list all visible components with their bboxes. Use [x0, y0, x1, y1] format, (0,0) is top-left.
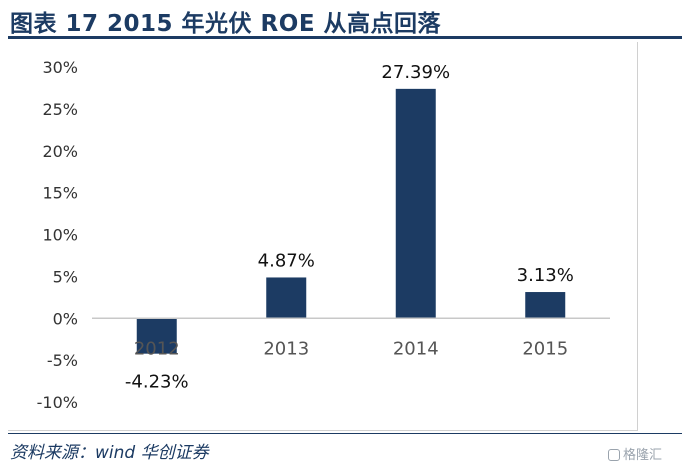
y-tick-label: 15%: [42, 184, 78, 203]
title-rule: [8, 36, 682, 39]
data-label-2015: 3.13%: [517, 265, 574, 286]
source-note: 资料来源：wind 华创证券: [10, 443, 209, 463]
bar-2015: [525, 292, 566, 319]
y-tick-label: 20%: [42, 142, 78, 161]
y-tick-label: 5%: [53, 267, 78, 286]
y-tick-label: 30%: [42, 58, 78, 77]
y-tick-label: 25%: [42, 100, 78, 119]
bar-2012: [136, 318, 177, 354]
y-tick-label: 0%: [53, 309, 78, 328]
y-tick-label: 10%: [42, 226, 78, 245]
y-tick-label: -10%: [37, 393, 78, 412]
x-category-label: 2015: [522, 338, 568, 359]
x-category-label: 2013: [263, 338, 309, 359]
footer-rule: [8, 433, 682, 434]
y-tick-label: -5%: [47, 351, 78, 370]
watermark-logo-icon: [608, 449, 620, 461]
x-category-label: 2014: [393, 338, 439, 359]
figure-title: 图表 17 2015 年光伏 ROE 从高点回落: [10, 11, 442, 37]
plot-frame: [8, 42, 638, 431]
data-label-2014: 27.39%: [381, 62, 450, 83]
bar-2014: [395, 88, 436, 319]
bar-2013: [266, 277, 307, 319]
data-label-2013: 4.87%: [258, 250, 315, 271]
data-label-2012: -4.23%: [125, 372, 189, 393]
watermark: 格隆汇: [608, 444, 662, 463]
watermark-text: 格隆汇: [623, 448, 663, 463]
x-category-label: 2012: [134, 338, 180, 359]
